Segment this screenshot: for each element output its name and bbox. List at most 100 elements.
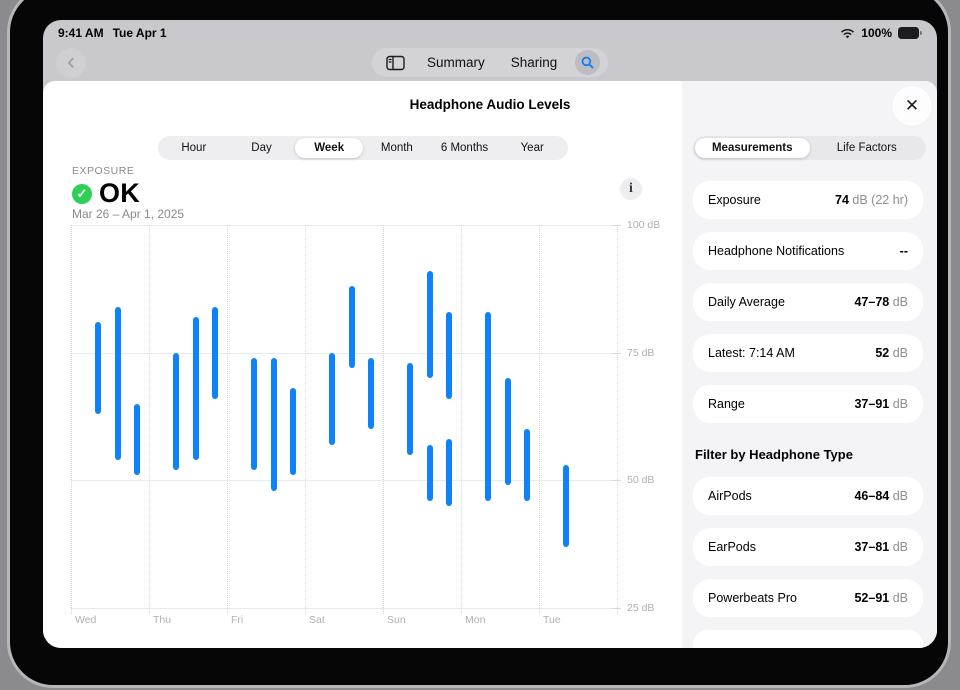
tab-6-months[interactable]: 6 Months <box>440 142 489 154</box>
measurement-unit: dB <box>889 346 908 360</box>
y-axis-label: 25 dB <box>627 602 655 614</box>
exposure-range-bar <box>192 316 199 460</box>
measurement-label: Daily Average <box>708 295 785 309</box>
time-period-segmented-control: Hour Day Week Month 6 Months Year <box>158 136 568 160</box>
exposure-status: OK <box>99 178 141 208</box>
filter-row[interactable]: EarPods 37–81 dB <box>693 528 923 566</box>
gridline-horizontal <box>71 480 617 482</box>
gridline-vertical <box>539 225 540 614</box>
measurement-row[interactable]: Latest: 7:14 AM 52 dB <box>693 334 923 372</box>
tab-hour[interactable]: Hour <box>181 142 207 154</box>
wifi-icon <box>840 28 855 39</box>
exposure-range-bar <box>212 306 218 399</box>
search-button[interactable] <box>575 50 601 75</box>
exposure-range-bar <box>251 357 257 471</box>
filter-value: 52–91 dB <box>854 591 908 605</box>
exposure-range-bar <box>446 439 452 506</box>
close-button[interactable]: ✕ <box>892 86 932 126</box>
measurement-label: Range <box>708 397 745 411</box>
info-button[interactable]: i <box>620 178 642 200</box>
battery-percent: 100% <box>861 26 892 40</box>
sidebar-toggle-button[interactable] <box>386 55 405 71</box>
audio-levels-chart[interactable]: 100 dB 75 dB 50 dB 25 dB Wed Thu Fri Sat Sun Mon T… <box>71 219 660 635</box>
page-title: Headphone Audio Levels <box>409 97 571 112</box>
filter-row[interactable]: Powerbeats Pro 52–91 dB <box>693 579 923 617</box>
measurement-unit: dB <box>889 295 908 309</box>
measurement-label: Latest: 7:14 AM <box>708 346 795 360</box>
headphone-audio-levels-sheet: Headphone Audio Levels ✕ Hour Day Week Mont… <box>43 81 937 648</box>
filter-unit: dB <box>889 540 908 554</box>
tab-year[interactable]: Year <box>520 142 544 154</box>
partial-card[interactable] <box>693 630 923 648</box>
filter-label: EarPods <box>708 540 756 554</box>
measurement-unit: dB <box>889 397 908 411</box>
x-axis-label: Wed <box>75 614 97 626</box>
filter-label: Powerbeats Pro <box>708 591 797 605</box>
tab-month[interactable]: Month <box>380 142 413 154</box>
tab-day[interactable]: Day <box>251 142 272 154</box>
measurement-row[interactable]: Headphone Notifications -- <box>693 232 923 270</box>
gridline-vertical <box>227 225 228 614</box>
x-axis-label: Sat <box>309 614 325 626</box>
measurement-value: 47–78 dB <box>854 295 908 309</box>
exposure-range-bar <box>426 444 433 501</box>
battery-icon <box>898 27 922 39</box>
exposure-range-bar <box>524 429 530 501</box>
exposure-range-bar <box>270 357 277 491</box>
x-axis-label: Tue <box>543 614 561 626</box>
measurement-value: 37–91 dB <box>854 397 908 411</box>
panel-tab-measurements[interactable]: Measurements <box>695 138 810 158</box>
gridline-vertical <box>617 225 618 614</box>
exposure-range-bar <box>368 357 374 430</box>
gridline-vertical <box>71 225 72 614</box>
gridline-vertical <box>149 225 150 614</box>
x-axis-label: Fri <box>231 614 244 626</box>
axis-tick <box>611 480 621 482</box>
ipad-device-frame: 9:41 AM Tue Apr 1 100% ‹ <box>7 0 951 688</box>
axis-tick <box>611 352 621 354</box>
checkmark-icon: ✓ <box>72 183 92 204</box>
gridline-vertical <box>305 225 306 614</box>
info-icon: i <box>629 181 633 196</box>
measurement-row[interactable]: Daily Average 47–78 dB <box>693 283 923 321</box>
measurements-panel: Measurements Life Factors Exposure 74 dB (… <box>682 81 937 648</box>
tab-week[interactable]: Week <box>295 138 364 158</box>
gridline-horizontal <box>71 352 617 354</box>
y-axis-label: 100 dB <box>627 219 661 231</box>
nav-bar: ‹ Summary Sharing <box>43 46 937 82</box>
exposure-status-row: ✓ OK <box>72 178 140 209</box>
x-axis-label: Sun <box>387 614 406 626</box>
filter-value: 46–84 dB <box>854 489 908 503</box>
exposure-range-bar <box>504 378 511 486</box>
x-axis-label: Thu <box>153 614 172 626</box>
filter-heading: Filter by Headphone Type <box>695 447 853 462</box>
measurement-unit: dB (22 hr) <box>848 193 908 207</box>
measurement-label: Headphone Notifications <box>708 244 845 258</box>
exposure-range-bar <box>290 388 296 476</box>
exposure-range-bar <box>114 306 121 460</box>
status-date: Tue Apr 1 <box>112 26 167 40</box>
axis-tick <box>611 225 621 226</box>
measurement-value: -- <box>899 244 908 258</box>
status-bar: 9:41 AM Tue Apr 1 100% <box>43 20 937 46</box>
measurement-row[interactable]: Range 37–91 dB <box>693 385 923 423</box>
exposure-range-bar <box>446 311 452 399</box>
gridline-horizontal <box>71 608 617 609</box>
exposure-range-bar <box>407 362 413 455</box>
back-button[interactable]: ‹ <box>56 48 86 78</box>
nav-center-group: Summary Sharing <box>372 48 608 77</box>
filter-unit: dB <box>889 591 908 605</box>
filter-row[interactable]: AirPods 46–84 dB <box>693 477 923 515</box>
panel-segmented-control: Measurements Life Factors <box>693 136 926 160</box>
measurement-row[interactable]: Exposure 74 dB (22 hr) <box>693 181 923 219</box>
exposure-caption: EXPOSURE <box>72 165 135 177</box>
gridline-vertical <box>383 225 384 614</box>
panel-tab-life-factors[interactable]: Life Factors <box>836 142 897 154</box>
nav-tab-sharing[interactable]: Sharing <box>510 55 558 70</box>
filter-label: AirPods <box>708 489 752 503</box>
exposure-range-bar <box>329 352 335 445</box>
measurement-value: 74 dB (22 hr) <box>835 193 908 207</box>
measurement-value: 52 dB <box>875 346 908 360</box>
nav-tab-summary[interactable]: Summary <box>427 55 485 70</box>
search-icon <box>581 56 594 69</box>
